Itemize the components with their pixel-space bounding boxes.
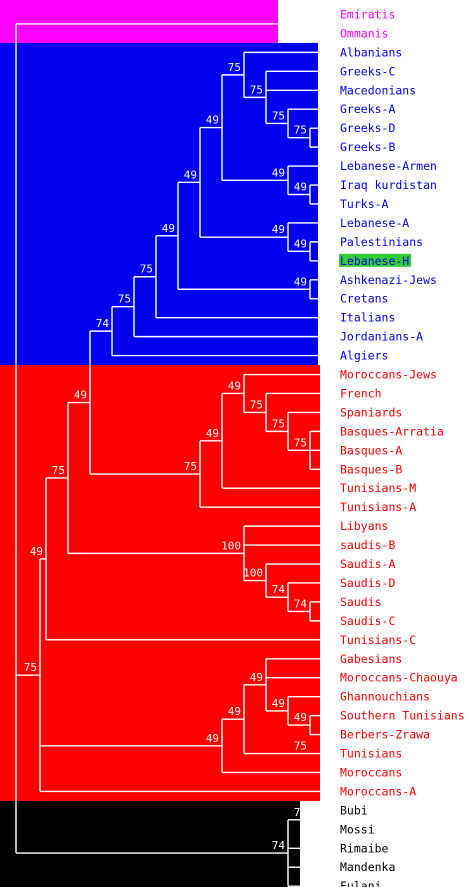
bootstrap-value: 75 [294, 806, 307, 819]
leaf-label-lebanese-h: Lebanese-H [340, 254, 409, 268]
leaf-label-basques-a: Basques-A [340, 443, 402, 457]
bootstrap-value: 75 [118, 293, 131, 306]
bootstrap-value: 49 [206, 114, 219, 127]
leaf-label-basques-b: Basques-B [340, 462, 402, 476]
bootstrap-value: 49 [228, 705, 241, 718]
leaf-label-cretans: Cretans [340, 292, 388, 306]
leaf-label-saudis-b: saudis-B [340, 538, 395, 552]
leaf-label-saudis-a: Saudis-A [340, 557, 395, 571]
band-european-levant [0, 42, 318, 366]
bootstrap-value: 49 [162, 222, 175, 235]
leaf-label-mandenka: Mandenka [340, 860, 395, 874]
leaf-label-tunisians-a: Tunisians-A [340, 500, 416, 514]
leaf-label-tunisians-c: Tunisians-C [340, 633, 416, 647]
bootstrap-value: 74 [96, 317, 110, 330]
bootstrap-value: 49 [294, 237, 307, 250]
leaf-label-saudis-d: Saudis-D [340, 576, 395, 590]
bootstrap-value: 75 [24, 661, 37, 674]
leaf-labels: Emiratis Ommanis Albanians Greeks-C Macedoni… [339, 7, 465, 887]
bootstrap-value: 75 [272, 109, 285, 122]
leaf-label-libyans: Libyans [340, 519, 388, 533]
bootstrap-value: 75 [294, 436, 307, 449]
leaf-label-moroccans-a: Moroccans-A [340, 784, 416, 798]
leaf-label-rimaibe: Rimaibe [340, 841, 389, 855]
leaf-label-greeks-b: Greeks-B [340, 140, 395, 154]
bootstrap-value: 49 [294, 711, 307, 724]
bootstrap-value: 49 [206, 427, 219, 440]
leaf-label-greeks-a: Greeks-A [340, 102, 395, 116]
leaf-label-greeks-d: Greeks-D [340, 121, 395, 135]
leaf-label-italians: Italians [340, 311, 395, 325]
leaf-label-basques-arratia: Basques-Arratia [340, 424, 444, 438]
bootstrap-value: 49 [184, 168, 197, 181]
leaf-label-lebanese-armen: Lebanese-Armen [340, 159, 437, 173]
leaf-label-spaniards: Spaniards [340, 405, 402, 419]
leaf-label-jordanians-a: Jordanians-A [340, 330, 423, 344]
bootstrap-value: 75 [184, 460, 197, 473]
bootstrap-value: 75 [140, 263, 153, 276]
bootstrap-value: 74 [272, 583, 286, 596]
leaf-label-moroccans-jews: Moroccans-Jews [340, 368, 437, 382]
bootstrap-value: 49 [272, 697, 285, 710]
leaf-label-algiers: Algiers [340, 349, 388, 363]
leaf-label-moroccans: Moroccans [340, 765, 402, 779]
bootstrap-value: 49 [294, 181, 307, 194]
bootstrap-values: 100 75 49 75 49 74 75 75 49 49 49 75 75 75 75 49 49 49 49 4… [24, 10, 308, 852]
leaf-label-french: French [340, 386, 382, 400]
leaf-label-macedonians: Macedonians [340, 83, 416, 97]
leaf-label-tunisians-m: Tunisians-M [340, 481, 416, 495]
leaf-label-greeks-c: Greeks-C [340, 64, 395, 78]
bootstrap-value: 49 [228, 379, 241, 392]
bootstrap-value: 49 [206, 732, 219, 745]
bootstrap-value: 75 [250, 398, 263, 411]
leaf-label-saudis: Saudis [340, 595, 382, 609]
bootstrap-value: 74 [272, 839, 286, 852]
leaf-label-mossi: Mossi [340, 822, 375, 836]
bootstrap-value: 49 [272, 166, 285, 179]
tree-branches [15, 13, 334, 887]
bootstrap-value: 49 [74, 389, 87, 402]
bootstrap-value: 75 [228, 61, 241, 74]
leaf-label-fulani: Fulani [340, 879, 382, 887]
leaf-label-iraq-kurdistan: Iraq kurdistan [340, 178, 437, 192]
band-gulf [0, 0, 278, 43]
bootstrap-value: 75 [294, 740, 307, 753]
bootstrap-value: 49 [294, 275, 307, 288]
bootstrap-value: 100 [243, 567, 263, 580]
bootstrap-value: 75 [272, 417, 285, 430]
bootstrap-value: 100 [287, 10, 307, 23]
bootstrap-value: 49 [250, 671, 263, 684]
leaf-label-ommanis: Ommanis [340, 26, 388, 40]
bootstrap-value: 49 [272, 223, 285, 236]
bootstrap-value: 100 [221, 539, 241, 552]
highlight-marker [339, 253, 411, 267]
leaf-label-saudis-c: Saudis-C [340, 614, 395, 628]
bootstrap-value: 75 [52, 464, 65, 477]
leaf-label-albanians: Albanians [340, 45, 402, 59]
leaf-label-turks-a: Turks-A [340, 197, 389, 211]
leaf-label-gabesians: Gabesians [340, 652, 402, 666]
leaf-label-ghannouchians: Ghannouchians [340, 690, 430, 704]
bootstrap-value: 49 [30, 545, 43, 558]
bootstrap-value: 74 [294, 597, 308, 610]
leaf-label-tunisians: Tunisians [340, 747, 402, 761]
bootstrap-value: 75 [294, 124, 307, 137]
leaf-label-moroccans-chaouya: Moroccans-Chaouya [340, 671, 458, 685]
leaf-label-ashkenazi-jews: Ashkenazi-Jews [340, 273, 437, 287]
leaf-label-southern-tunisians: Southern Tunisians [340, 709, 465, 723]
bootstrap-value: 75 [250, 83, 263, 96]
leaf-label-palestinians: Palestinians [340, 235, 423, 249]
leaf-label-lebanese-a: Lebanese-A [340, 216, 409, 230]
band-subsaharan [0, 800, 300, 887]
leaf-label-berbers-zrawa: Berbers-Zrawa [340, 728, 430, 742]
leaf-label-emiratis: Emiratis [340, 7, 395, 21]
leaf-label-bubi: Bubi [340, 803, 368, 817]
